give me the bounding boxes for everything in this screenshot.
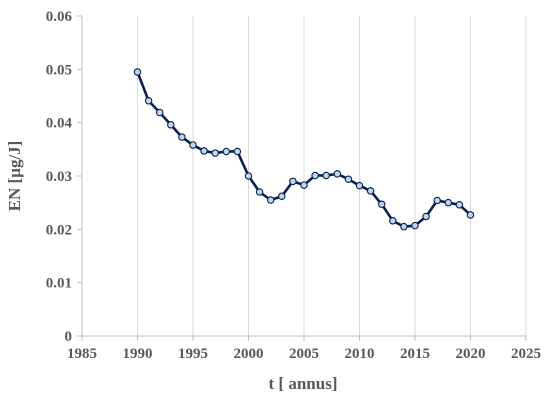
series	[133, 68, 475, 231]
data-point	[167, 121, 175, 129]
data-point	[178, 133, 186, 141]
data-point	[377, 200, 386, 209]
x-tick-label: 2025	[511, 346, 541, 362]
y-tick-label: 0.05	[46, 62, 72, 78]
y-tick-label: 0.02	[46, 222, 72, 238]
data-point	[300, 181, 308, 189]
data-point	[389, 217, 397, 225]
data-point	[466, 211, 475, 219]
x-tick-label: 2010	[345, 346, 375, 362]
data-point	[189, 141, 197, 149]
data-point	[233, 147, 242, 156]
x-tick-label: 2015	[400, 346, 430, 362]
data-point	[422, 212, 430, 221]
grid-lines	[137, 16, 527, 336]
axes	[77, 15, 527, 341]
y-tick-label: 0.06	[46, 9, 73, 25]
x-tick-label: 2005	[289, 346, 319, 362]
data-point	[333, 170, 342, 178]
data-point	[344, 175, 353, 183]
data-point	[255, 188, 264, 196]
x-tick-label: 1995	[178, 346, 208, 362]
data-point	[411, 221, 419, 230]
y-tick-label: 0.04	[46, 116, 73, 132]
x-tick-label: 2020	[456, 346, 486, 362]
data-point	[444, 198, 453, 207]
data-point	[211, 149, 219, 157]
data-point	[155, 108, 164, 117]
y-tick-labels: 0 0.01 0.02 0.03 0.04 0.05 0.06	[46, 9, 73, 345]
x-tick-label: 2000	[234, 346, 264, 362]
x-tick-labels: 1985 1990 1995 2000 2005 2010 2015 2020 2025	[67, 346, 541, 362]
data-point	[144, 97, 153, 105]
data-point	[311, 171, 319, 180]
y-tick-label: 0.01	[46, 276, 72, 292]
data-point	[133, 68, 142, 76]
data-point	[244, 172, 253, 180]
data-point	[400, 222, 408, 231]
data-point	[222, 147, 231, 156]
data-point	[355, 181, 364, 190]
data-point	[289, 177, 297, 186]
data-point	[366, 187, 375, 195]
data-point	[200, 147, 208, 155]
x-tick-label: 1990	[123, 346, 153, 362]
data-point	[266, 196, 275, 204]
y-axis-title: EN [µg/J]	[5, 141, 24, 212]
data-point	[278, 192, 286, 201]
data-point	[433, 196, 441, 205]
y-tick-label: 0	[65, 329, 73, 345]
x-tick-label: 1985	[67, 346, 97, 362]
data-point	[455, 201, 464, 209]
y-tick-label: 0.03	[46, 169, 72, 185]
data-point	[322, 171, 330, 180]
x-axis-title: t [ annus]	[269, 374, 338, 393]
